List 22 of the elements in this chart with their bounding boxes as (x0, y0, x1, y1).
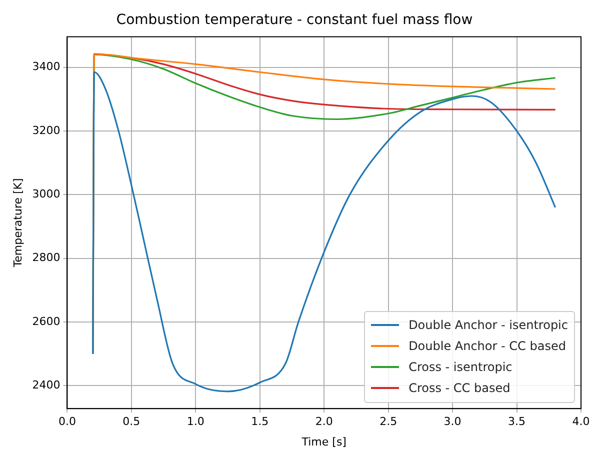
x-tick-label: 3.5 (508, 415, 526, 428)
x-tick-label: 3.0 (444, 415, 462, 428)
x-tick-label: 1.5 (251, 415, 269, 428)
legend-label: Double Anchor - CC based (408, 339, 566, 354)
y-axis-title: Temperature [K] (11, 178, 24, 268)
x-tick-label: 4.0 (572, 415, 590, 428)
y-tick-label: 3400 (32, 60, 60, 74)
legend-label: Double Anchor - isentropic (408, 318, 568, 332)
legend-label: Cross - CC based (408, 381, 510, 396)
y-tick-label: 2800 (32, 251, 60, 264)
x-tick-label: 2.5 (380, 415, 398, 428)
y-tick-label: 2400 (32, 378, 60, 392)
y-tick-label: 3000 (32, 188, 60, 201)
x-tick-label: 1.0 (186, 415, 204, 428)
chart-title: Combustion temperature - constant fuel mass flow (116, 12, 473, 28)
x-tick-label: 0.0 (58, 415, 76, 428)
x-tick-label: 0.5 (122, 415, 140, 428)
x-axis-title: Time [s] (300, 435, 346, 448)
y-tick-label: 3200 (32, 124, 60, 137)
x-tick-label: 2.0 (315, 415, 333, 428)
y-tick-label: 2600 (32, 314, 60, 328)
legend-label: Cross - isentropic (408, 360, 512, 374)
